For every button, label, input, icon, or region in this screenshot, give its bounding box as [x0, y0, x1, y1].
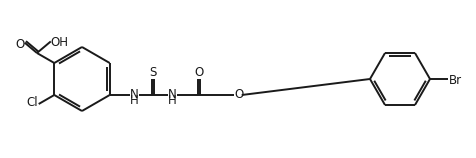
- Text: Br: Br: [448, 73, 462, 86]
- Text: S: S: [149, 67, 157, 79]
- Text: N: N: [169, 88, 177, 100]
- Text: OH: OH: [51, 36, 69, 49]
- Text: O: O: [234, 88, 243, 101]
- Text: H: H: [169, 94, 177, 107]
- Text: H: H: [130, 94, 139, 107]
- Text: Cl: Cl: [26, 97, 38, 109]
- Text: N: N: [130, 88, 139, 100]
- Text: O: O: [194, 67, 203, 79]
- Text: O: O: [15, 38, 24, 51]
